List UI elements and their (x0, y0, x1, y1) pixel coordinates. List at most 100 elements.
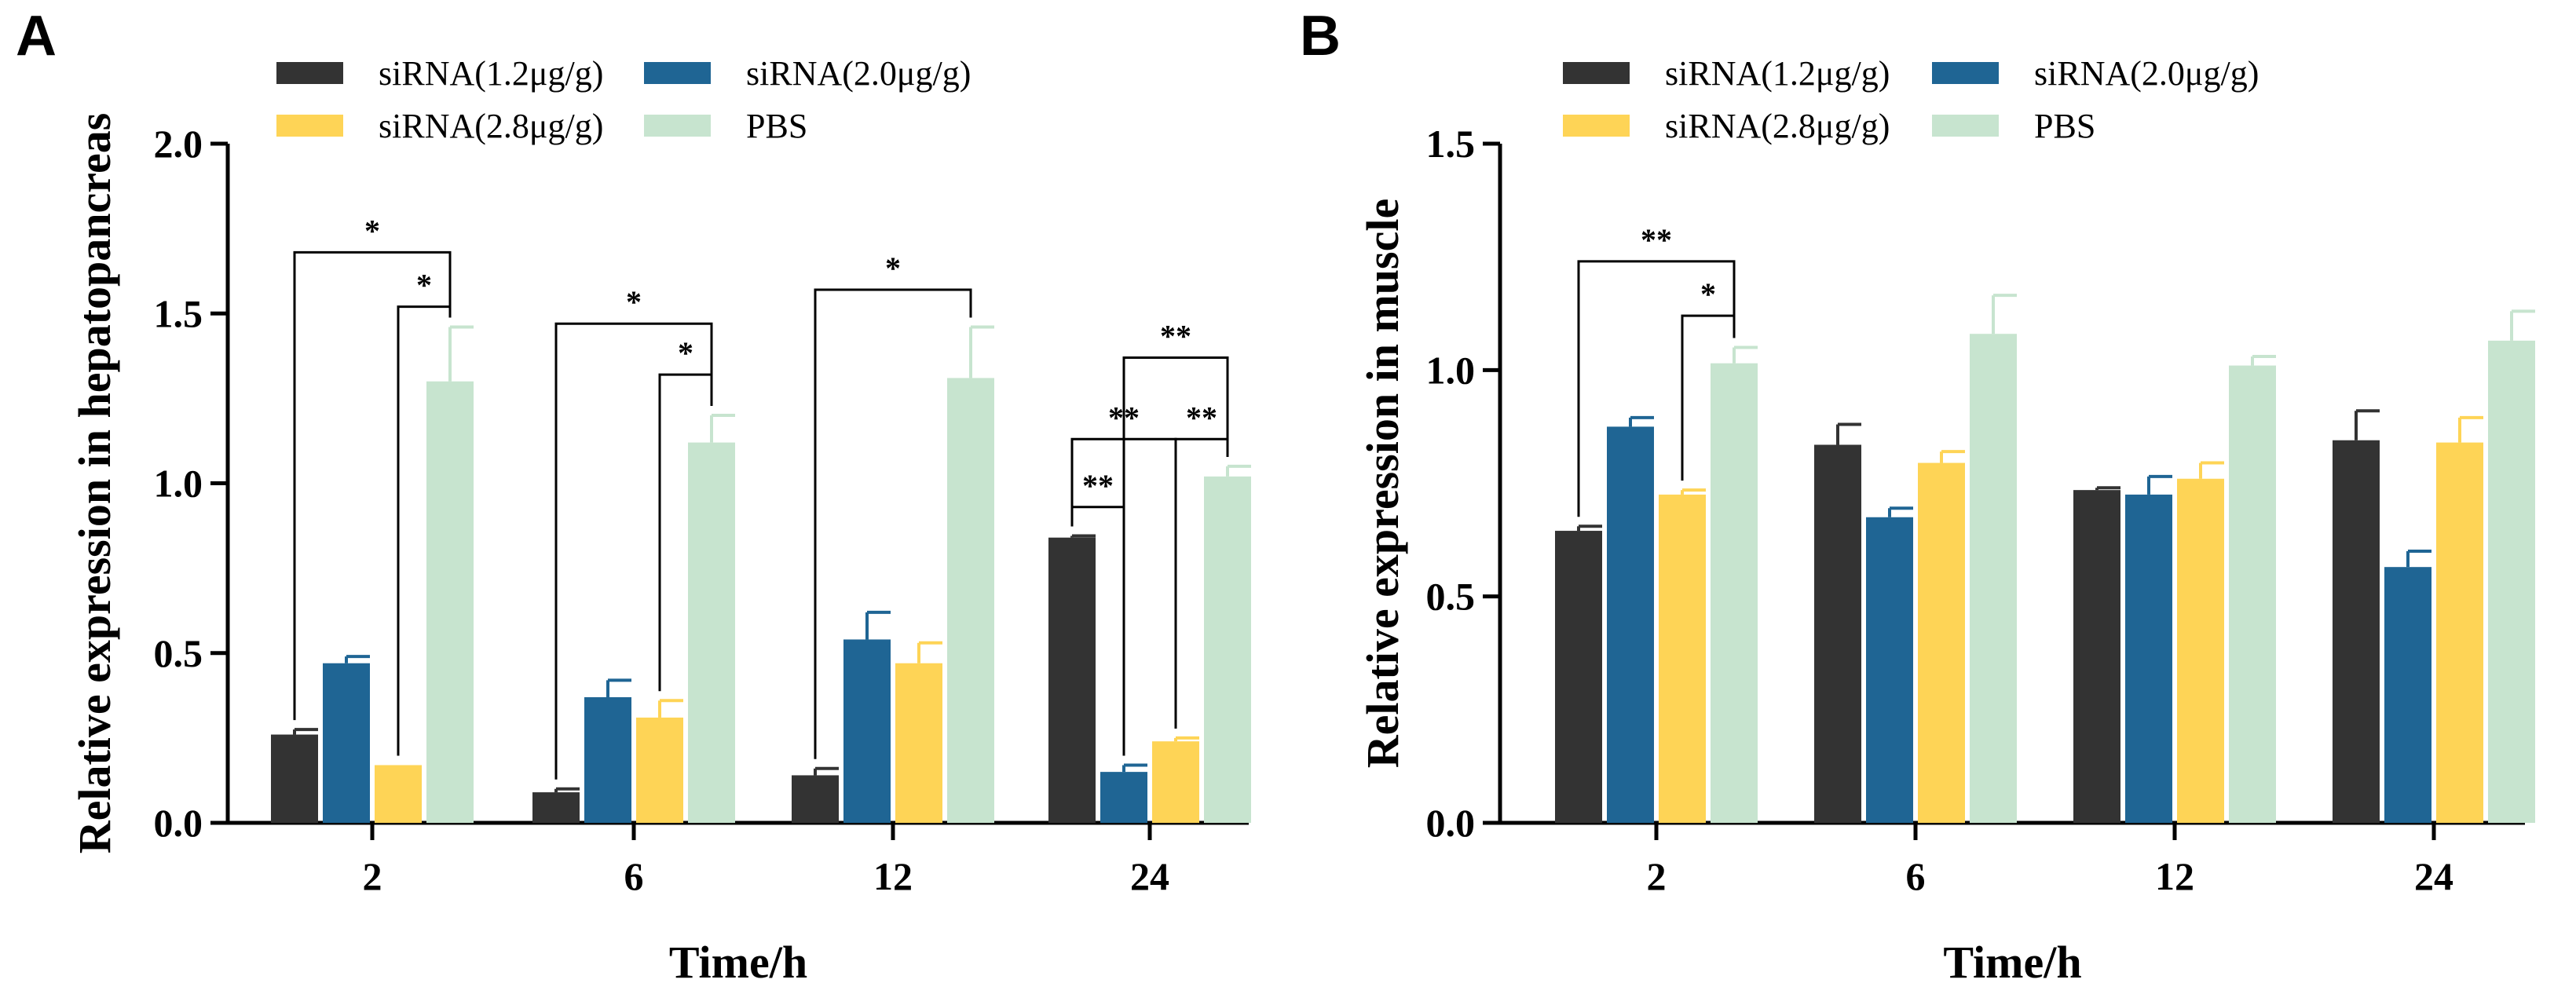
significance-label: * (626, 284, 642, 320)
legend-label: PBS (746, 107, 807, 145)
significance-label: * (416, 268, 432, 303)
bar (636, 717, 683, 823)
y-tick-label: 0.5 (1426, 575, 1476, 619)
bar (2488, 340, 2535, 824)
significance-bracket (1070, 506, 1125, 756)
bar (792, 775, 839, 823)
y-tick-label: 1.0 (1426, 348, 1476, 392)
bar (1659, 494, 1706, 823)
bar (271, 734, 318, 823)
bar (2384, 567, 2431, 823)
legend-entry: siRNA(2.8μg/g) (1563, 107, 1890, 145)
legend-entry: PBS (644, 107, 807, 145)
x-tick-label: 2 (363, 854, 382, 898)
bar (947, 378, 994, 823)
legend-entry: siRNA(2.8μg/g) (276, 107, 603, 145)
bar (2436, 442, 2483, 823)
x-tick-label: 24 (1130, 854, 1169, 898)
bar (1607, 426, 1654, 823)
bar (1918, 462, 1965, 823)
bar (532, 792, 580, 823)
x-tick-label: 6 (1906, 854, 1926, 898)
x-tick-label: 24 (2414, 854, 2453, 898)
legend-swatch (1563, 62, 1630, 84)
significance-bracket (1577, 260, 1736, 517)
bar (323, 663, 370, 823)
x-tick-label: 2 (1647, 854, 1667, 898)
legend-label: siRNA(2.0μg/g) (2034, 54, 2259, 93)
bar (843, 639, 891, 823)
legend-label: siRNA(2.0μg/g) (746, 54, 971, 93)
bar (1152, 741, 1199, 823)
x-tick-label: 6 (624, 854, 644, 898)
bar (1555, 531, 1602, 823)
bar (426, 381, 474, 823)
significance-bracket (1174, 437, 1229, 729)
panel-letter: A (16, 5, 57, 68)
significance-bracket (293, 250, 452, 721)
significance-label: ** (1108, 400, 1140, 435)
legend-entry: PBS (1932, 107, 2095, 145)
significance-label: ** (1186, 400, 1217, 435)
bar (688, 442, 735, 823)
legend-swatch (276, 62, 343, 84)
x-tick-label: 12 (2155, 854, 2194, 898)
bar (2073, 490, 2120, 823)
bar (1048, 537, 1096, 823)
y-axis-title: Relative expression in muscle (1357, 199, 1408, 768)
legend-label: siRNA(1.2μg/g) (379, 54, 603, 93)
bar (2177, 478, 2224, 823)
y-tick-label: 1.5 (1426, 122, 1476, 166)
legend-entry: siRNA(1.2μg/g) (1563, 54, 1890, 93)
legend-label: siRNA(1.2μg/g) (1665, 54, 1890, 93)
significance-label: * (1700, 276, 1716, 312)
bar (375, 765, 422, 823)
x-axis-title: Time/h (669, 937, 807, 988)
bar (2333, 440, 2380, 823)
bar (2125, 494, 2172, 823)
significance-label: * (678, 335, 693, 371)
bar (1711, 363, 1758, 823)
panel-letter: B (1300, 5, 1341, 68)
legend-swatch (276, 115, 343, 137)
bar (1100, 772, 1147, 823)
bar (1814, 444, 1861, 823)
chart-panel-b: B0.00.51.01.52 6 12 24***Relative expressio… (1300, 5, 2535, 988)
significance-bracket (814, 288, 972, 759)
bar (2229, 365, 2276, 824)
y-tick-label: 0.0 (154, 801, 203, 845)
significance-label: * (885, 250, 901, 286)
significance-bracket (397, 305, 452, 756)
legend-swatch (1932, 115, 1999, 137)
chart-panel-a: A0.00.51.01.52.02 6 12 24** ******* ****Relat… (16, 5, 1251, 988)
significance-bracket (658, 373, 713, 692)
y-tick-label: 0.5 (154, 631, 203, 675)
significance-label: ** (1641, 222, 1672, 258)
y-tick-label: 2.0 (154, 122, 203, 166)
bar (895, 663, 942, 823)
bar (1204, 476, 1251, 823)
legend-label: PBS (2034, 107, 2095, 145)
legend-label: siRNA(2.8μg/g) (379, 107, 603, 145)
legend-swatch (644, 115, 711, 137)
bar (1866, 517, 1913, 823)
significance-bracket (554, 322, 713, 780)
legend-swatch (1932, 62, 1999, 84)
significance-label: * (364, 213, 380, 248)
y-axis-title: Relative expression in hepatopancreas (69, 113, 120, 854)
bar (584, 696, 631, 823)
y-tick-label: 1.5 (154, 291, 203, 335)
x-tick-label: 12 (873, 854, 913, 898)
significance-label: ** (1082, 468, 1114, 503)
legend-swatch (1563, 115, 1630, 137)
bar (1970, 334, 2017, 823)
legend-entry: siRNA(2.0μg/g) (1932, 54, 2259, 93)
legend-entry: siRNA(2.0μg/g) (644, 54, 971, 93)
y-tick-label: 0.0 (1426, 801, 1476, 845)
x-axis-title: Time/h (1943, 937, 2081, 988)
significance-bracket (1681, 314, 1736, 481)
legend-label: siRNA(2.8μg/g) (1665, 107, 1890, 145)
legend-swatch (644, 62, 711, 84)
significance-label: ** (1160, 318, 1191, 353)
